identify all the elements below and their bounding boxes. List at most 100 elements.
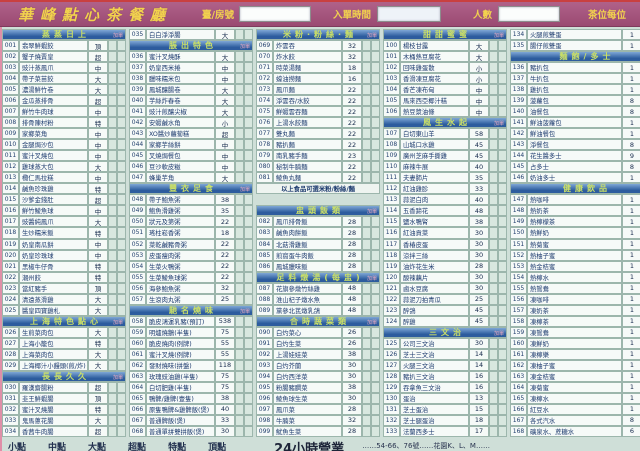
order-time-input[interactable]: [377, 6, 442, 22]
item-price: 15: [469, 403, 489, 415]
section-tag: 加單: [366, 319, 377, 326]
item-price: 大: [215, 29, 235, 41]
qty-cell: [371, 392, 380, 404]
qty-cell: [244, 216, 253, 228]
item-price: 1: [622, 403, 640, 415]
item-num: 076: [256, 117, 273, 129]
qty-cell: [244, 425, 253, 437]
menu-item-row: 017 豉醬純鳳爪大: [2, 216, 126, 228]
item-name: 奶皇西米捲: [146, 62, 215, 74]
item-num: 060: [129, 337, 146, 349]
item-num: 145: [510, 161, 527, 173]
section-tag: 加單: [493, 121, 504, 128]
menu-item-row: 075 鮮蝦雲吞麵 22: [256, 106, 380, 118]
menu-item-row: 108 山城口水雞 45: [383, 139, 507, 151]
item-name: 粉腸豬膶菜: [273, 381, 342, 393]
item-name: 鳳爪排骨飯: [273, 216, 342, 228]
item-name: 雞球蒸大包: [19, 161, 88, 173]
menu-item-row: 094 白灼西洋菜 30: [256, 370, 380, 382]
menu-item-row: 062 發財燒味(拼盤) 118: [129, 359, 253, 371]
menu-item-row: 027 上海小籠包特: [2, 337, 126, 349]
item-price: 1: [622, 370, 640, 382]
item-name: 牛扒包: [527, 73, 622, 85]
qty-cell: [117, 216, 126, 228]
item-price: 22: [215, 216, 235, 228]
item-name: 熱菊蜜: [527, 238, 622, 250]
qty-cell: [108, 337, 117, 349]
item-name: 楊枝甘露: [400, 40, 469, 52]
item-price: 1: [622, 62, 640, 74]
menu-item-row: 002 蟹子燒賣皇超: [2, 51, 126, 63]
item-name: 熱鴛鴦: [527, 282, 622, 294]
qty-cell: [371, 227, 380, 239]
menu-item-row: 022 潮州餃特: [2, 271, 126, 283]
section-title: 脹出特色: [169, 41, 217, 51]
menu-item-row: 018 生炒糯米飯特: [2, 227, 126, 239]
qty-cell: [371, 304, 380, 316]
menu-item-row: 006 金瓜蒸排骨超: [2, 95, 126, 107]
item-name: 帶子鮑魚粥: [146, 194, 215, 206]
qty-cell: [117, 425, 126, 437]
item-price: 8: [622, 414, 640, 426]
item-name: 鯪魚球生菜: [273, 392, 342, 404]
qty-cell: [362, 414, 371, 426]
qty-cell: [498, 403, 507, 415]
menu-item-row: 145 占多士 8: [510, 161, 640, 173]
qty-cell: [235, 238, 244, 250]
qty-cell: [498, 370, 507, 382]
item-name: 菜乾鹹豬骨粥: [146, 238, 215, 250]
item-price: 55: [215, 337, 235, 349]
section-tag: 加單: [239, 308, 250, 315]
item-num: 024: [2, 293, 19, 305]
qty-cell: [108, 425, 117, 437]
qty-cell: [108, 95, 117, 107]
menu-item-row: 082 鳳爪排骨飯 28: [256, 216, 380, 228]
qty-cell: [489, 40, 498, 52]
section-header: 長長久久 加單: [2, 370, 126, 382]
item-price: 特: [88, 337, 108, 349]
item-num: 010: [2, 139, 19, 151]
item-num: 138: [510, 84, 527, 96]
qty-cell: [371, 260, 380, 272]
menu-item-row: 078 豬扒麵 22: [256, 139, 380, 151]
qty-cell: [117, 40, 126, 52]
people-input[interactable]: [498, 6, 561, 22]
item-price: 大: [88, 293, 108, 305]
qty-cell: [108, 161, 117, 173]
item-num: 121: [383, 282, 400, 294]
item-num: 009: [2, 128, 19, 140]
menu-item-row: 162 凍柚子蜜 1: [510, 359, 640, 371]
item-num: 002: [2, 51, 19, 63]
menu-item-row: 080 秘制牛腩麵 22: [256, 161, 380, 173]
item-price: 75: [215, 326, 235, 338]
qty-cell: [489, 172, 498, 184]
item-num: 083: [256, 227, 273, 239]
menu-item-row: 130 蛋治 13: [383, 392, 507, 404]
qty-cell: [489, 315, 498, 327]
item-name: 豆沙軟皮糍: [146, 161, 215, 173]
item-name: 海參鮑魚粥: [146, 282, 215, 294]
item-name: 熱檸水: [527, 271, 622, 283]
item-price: 25: [215, 293, 235, 305]
item-num: 014: [2, 183, 19, 195]
item-price: 40: [215, 403, 235, 415]
qty-cell: [362, 84, 371, 96]
menu-item-row: 053 皮蛋瘦肉粥 22: [129, 249, 253, 261]
item-name: 發財燒味(拼盤): [146, 359, 215, 371]
item-name: 鮮竹牛肉球: [19, 106, 88, 118]
item-num: 077: [256, 128, 273, 140]
item-num: 066: [129, 403, 146, 415]
item-price: 1: [622, 238, 640, 250]
qty-cell: [235, 29, 244, 41]
menu-item-row: 090 白灼菜心 26: [256, 326, 380, 338]
qty-cell: [489, 73, 498, 85]
item-name: 豉醬純鳳爪: [19, 216, 88, 228]
menu-item-row: 007 鮮竹牛肉球中: [2, 106, 126, 118]
item-price: 中: [88, 172, 108, 184]
menu-item-row: 136 豬扒包 1: [510, 62, 640, 74]
table-room-input[interactable]: [239, 6, 311, 22]
qty-cell: [117, 205, 126, 217]
qty-cell: [498, 293, 507, 305]
item-num: 161: [510, 348, 527, 360]
qty-cell: [235, 139, 244, 151]
